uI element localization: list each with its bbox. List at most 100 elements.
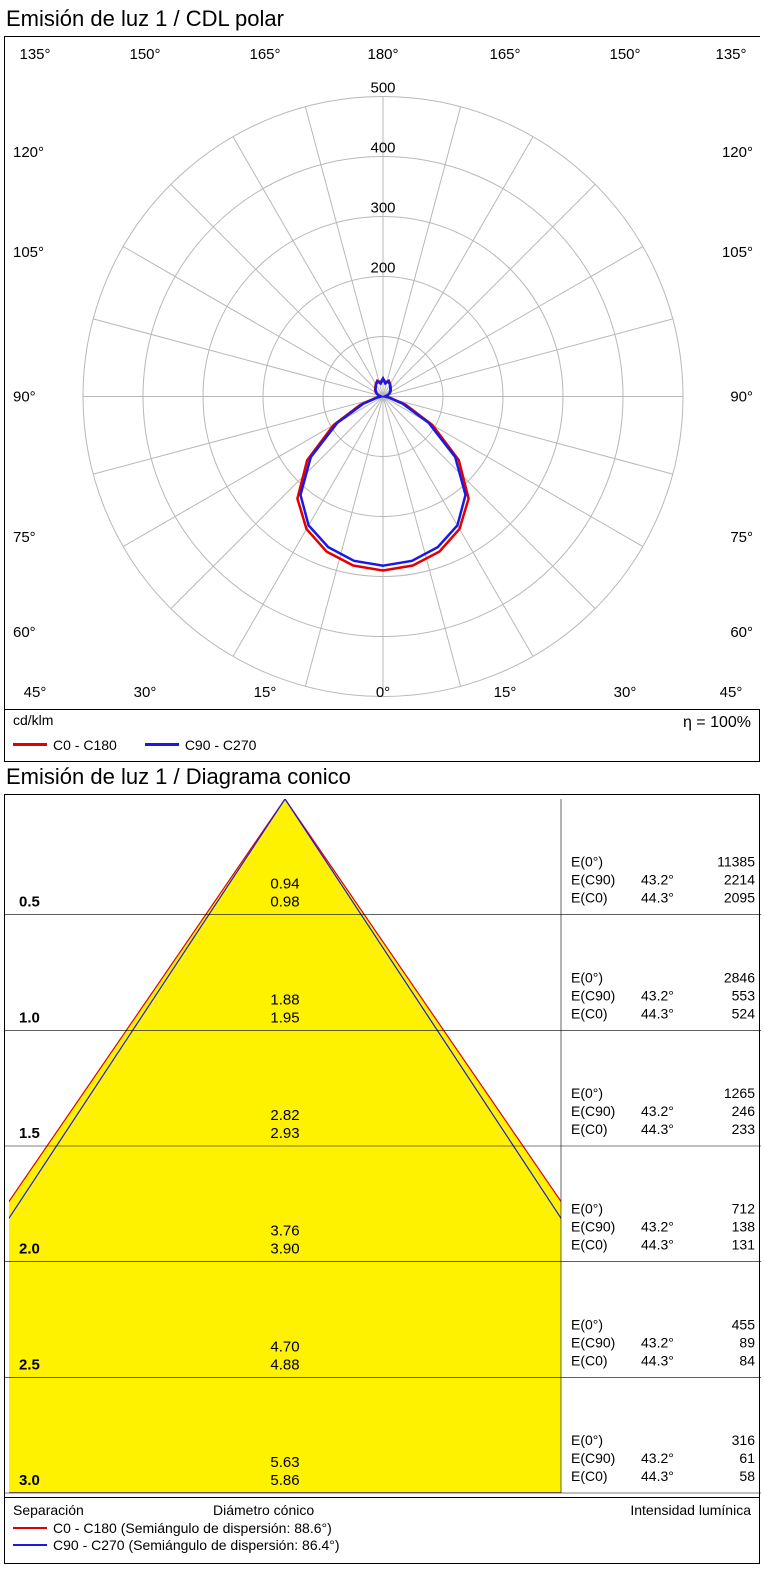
svg-text:E(C0): E(C0) (571, 890, 608, 906)
svg-text:150°: 150° (129, 46, 160, 63)
cone-hdr-left: Separación (13, 1502, 213, 1518)
cone-chart: 0.5 0.940.98 E(0°) 11385 E(C90) 43.2° 2214 E(C0… (4, 794, 760, 1564)
svg-text:E(C90): E(C90) (571, 872, 615, 888)
svg-text:45°: 45° (720, 684, 743, 701)
svg-text:E(C90): E(C90) (571, 1334, 615, 1350)
polar-unit: cd/klm (13, 712, 53, 728)
svg-text:90°: 90° (730, 389, 753, 406)
svg-text:75°: 75° (730, 529, 753, 546)
svg-text:43.2°: 43.2° (641, 872, 674, 888)
svg-text:44.3°: 44.3° (641, 890, 674, 906)
svg-text:0.94: 0.94 (270, 876, 299, 893)
svg-text:5.86: 5.86 (270, 1472, 299, 1489)
svg-text:43.2°: 43.2° (641, 1334, 674, 1350)
cone-legend-c0: C0 - C180 (Semiángulo de dispersión: 88.… (13, 1520, 751, 1536)
svg-text:400: 400 (370, 140, 395, 157)
cone-legend-c90: C90 - C270 (Semiángulo de dispersión: 86… (13, 1537, 751, 1553)
cone-title: Emisión de luz 1 / Diagrama conico (6, 764, 760, 790)
svg-text:E(0°): E(0°) (571, 1201, 603, 1217)
svg-text:120°: 120° (13, 144, 44, 161)
svg-text:180°: 180° (367, 46, 398, 63)
svg-text:2.5: 2.5 (19, 1356, 40, 1373)
svg-text:200: 200 (370, 260, 395, 277)
svg-text:43.2°: 43.2° (641, 1219, 674, 1235)
svg-text:15°: 15° (494, 684, 517, 701)
cone-legend-c90-label: C90 - C270 (Semiángulo de dispersión: 86… (53, 1537, 340, 1553)
svg-text:0°: 0° (376, 684, 390, 701)
svg-text:1.5: 1.5 (19, 1125, 40, 1142)
svg-text:43.2°: 43.2° (641, 1450, 674, 1466)
svg-text:1.0: 1.0 (19, 1009, 40, 1026)
svg-text:316: 316 (732, 1432, 756, 1448)
cone-hdr-mid: Diámetro cónico (213, 1502, 581, 1518)
svg-text:E(C0): E(C0) (571, 1352, 608, 1368)
svg-text:4.70: 4.70 (270, 1338, 299, 1355)
svg-text:E(0°): E(0°) (571, 969, 603, 985)
svg-text:44.3°: 44.3° (641, 1005, 674, 1021)
svg-text:120°: 120° (722, 144, 753, 161)
legend-c0-label: C0 - C180 (53, 737, 117, 753)
svg-text:E(C0): E(C0) (571, 1121, 608, 1137)
svg-text:E(0°): E(0°) (571, 1432, 603, 1448)
svg-text:E(0°): E(0°) (571, 854, 603, 870)
svg-text:3.90: 3.90 (270, 1241, 299, 1258)
svg-text:90°: 90° (13, 389, 36, 406)
svg-text:0.5: 0.5 (19, 894, 40, 911)
svg-text:30°: 30° (134, 684, 157, 701)
svg-text:553: 553 (732, 987, 756, 1003)
cone-hdr-right: Intensidad lumínica (581, 1502, 751, 1518)
polar-eta: η = 100% (683, 714, 751, 732)
svg-text:105°: 105° (722, 244, 753, 261)
svg-text:60°: 60° (730, 624, 753, 641)
svg-text:E(C0): E(C0) (571, 1005, 608, 1021)
svg-text:E(C0): E(C0) (571, 1468, 608, 1484)
legend-c90-label: C90 - C270 (185, 737, 257, 753)
svg-text:15°: 15° (254, 684, 277, 701)
svg-text:E(C90): E(C90) (571, 1450, 615, 1466)
svg-text:500: 500 (370, 80, 395, 97)
svg-text:1.88: 1.88 (270, 991, 299, 1008)
svg-text:2.82: 2.82 (270, 1107, 299, 1124)
svg-text:246: 246 (732, 1103, 756, 1119)
svg-text:11385: 11385 (717, 854, 755, 870)
cone-legend: Separación Diámetro cónico Intensidad lu… (5, 1497, 759, 1559)
svg-text:131: 131 (732, 1237, 756, 1253)
legend-c0: C0 - C180 (13, 737, 117, 753)
svg-text:4.88: 4.88 (270, 1356, 299, 1373)
svg-text:44.3°: 44.3° (641, 1237, 674, 1253)
svg-text:84: 84 (739, 1352, 755, 1368)
svg-text:44.3°: 44.3° (641, 1468, 674, 1484)
svg-text:0.98: 0.98 (270, 894, 299, 911)
svg-text:524: 524 (732, 1005, 756, 1021)
svg-text:E(C90): E(C90) (571, 1103, 615, 1119)
svg-text:2.0: 2.0 (19, 1241, 40, 1258)
svg-text:E(0°): E(0°) (571, 1085, 603, 1101)
svg-text:3.76: 3.76 (270, 1223, 299, 1240)
svg-text:45°: 45° (24, 684, 47, 701)
svg-text:44.3°: 44.3° (641, 1352, 674, 1368)
svg-text:E(0°): E(0°) (571, 1316, 603, 1332)
svg-text:2.93: 2.93 (270, 1125, 299, 1142)
svg-text:E(C0): E(C0) (571, 1237, 608, 1253)
polar-legend: cd/klm η = 100% C0 - C180 C90 - C270 (5, 709, 759, 763)
svg-text:5.63: 5.63 (270, 1454, 299, 1471)
svg-text:43.2°: 43.2° (641, 1103, 674, 1119)
svg-text:75°: 75° (13, 529, 36, 546)
svg-text:61: 61 (739, 1450, 755, 1466)
svg-text:165°: 165° (489, 46, 520, 63)
svg-text:3.0: 3.0 (19, 1472, 40, 1489)
svg-text:105°: 105° (13, 244, 44, 261)
svg-text:1.95: 1.95 (270, 1009, 299, 1026)
svg-text:2214: 2214 (724, 872, 755, 888)
polar-chart: 200300400500135°150°165°180°165°150°135°… (4, 36, 760, 762)
svg-text:135°: 135° (715, 46, 746, 63)
svg-text:2846: 2846 (724, 969, 755, 985)
legend-c90: C90 - C270 (145, 737, 257, 753)
svg-text:44.3°: 44.3° (641, 1121, 674, 1137)
svg-text:58: 58 (739, 1468, 755, 1484)
svg-text:43.2°: 43.2° (641, 987, 674, 1003)
svg-text:E(C90): E(C90) (571, 987, 615, 1003)
svg-text:455: 455 (732, 1316, 756, 1332)
svg-text:712: 712 (732, 1201, 756, 1217)
svg-text:E(C90): E(C90) (571, 1219, 615, 1235)
